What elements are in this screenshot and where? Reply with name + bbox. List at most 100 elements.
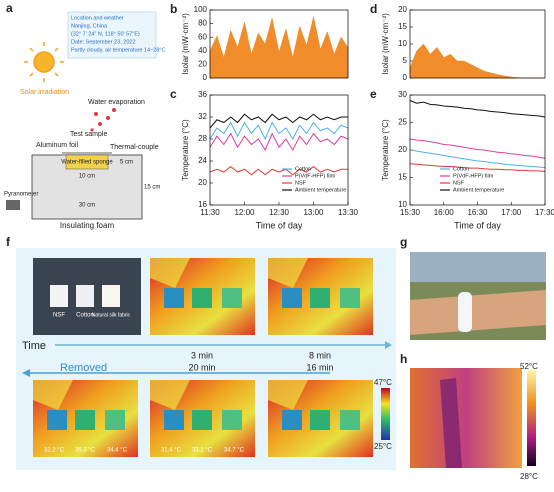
fabric-label: Cotton	[76, 313, 94, 319]
depth: 5 cm	[120, 160, 133, 166]
y-tick-label: 100	[194, 5, 208, 14]
info-text: Date: September 23, 2022	[71, 39, 136, 45]
test-sample-label: Test sample	[70, 131, 107, 138]
legend-label: P(VdF-HFP) film	[453, 173, 494, 179]
fabric	[50, 285, 68, 307]
x-tick-label: 17:00	[501, 208, 522, 217]
info-box	[67, 11, 157, 59]
panel-a: a Location and weather Nanjing, China (3…	[4, 1, 166, 230]
line	[209, 132, 349, 152]
y-tick-label: 20	[398, 145, 407, 154]
outer-width: 30 cm	[79, 203, 95, 209]
legend-label: P(VdF-HFP) film	[295, 173, 336, 179]
y-tick-label: 36	[198, 90, 207, 99]
y-tick-label: 0	[403, 73, 408, 82]
y-tick-label: 80	[198, 19, 207, 28]
line	[409, 100, 546, 118]
legend-label: Ambient temperature	[295, 187, 346, 193]
temp-label: 31.4 °C	[161, 448, 182, 454]
fabric-band	[458, 292, 472, 332]
thermocouple-label: Thermal-couple	[110, 144, 159, 151]
x-tick-label: 17:30	[535, 208, 554, 217]
y-tick-label: 10	[398, 39, 407, 48]
y-tick-label: 32	[198, 112, 207, 121]
panel-label: a	[6, 1, 13, 15]
time-label: Time	[22, 340, 46, 352]
x-axis-label: Time of day	[256, 220, 303, 230]
line	[409, 138, 546, 159]
y-axis-label: Temperature (°C)	[181, 119, 190, 181]
water-molecules	[90, 108, 116, 132]
thermal-image	[268, 258, 373, 335]
sponge-label: Water-filled sponge	[61, 160, 113, 166]
panel-label: b	[170, 2, 177, 16]
x-tick-label: 11:30	[200, 208, 220, 217]
y-tick-label: 16	[198, 200, 207, 209]
panel-label: h	[400, 352, 407, 366]
panel-label: d	[370, 2, 377, 16]
x-tick-label: 15:30	[400, 208, 421, 217]
y-tick-label: 15	[398, 173, 407, 182]
plot-frame	[409, 9, 546, 79]
y-tick-label: 20	[398, 5, 407, 14]
temp-label: 33.1 °C	[192, 448, 213, 454]
line	[209, 121, 349, 141]
legend-label: NSF	[453, 180, 465, 186]
y-tick-label: 28	[198, 134, 207, 143]
y-tick-label: 15	[398, 22, 407, 31]
x-tick-label: 13:30	[338, 208, 359, 217]
y-axis-label: Isolar (mW·cm⁻²)	[181, 13, 190, 75]
color-scale	[381, 388, 390, 440]
y-tick-label: 5	[403, 56, 408, 65]
y-axis-label: Isolar (mW·cm⁻²)	[381, 13, 390, 75]
x-tick-label: 16:30	[467, 208, 488, 217]
legend-label: Ambient temperature	[453, 187, 504, 193]
plot-frame	[409, 94, 546, 206]
legend-label: Cotton	[453, 166, 469, 172]
panel-f: f NSF Cotton Natural silk fabric Time 3 …	[6, 235, 396, 470]
temp-label: 36.3 °C	[75, 448, 96, 454]
y-tick-label: 40	[198, 46, 207, 55]
sun-icon	[24, 42, 64, 82]
legend-label: Cotton	[295, 166, 311, 172]
panel-h: h 52°C 28°C	[400, 352, 538, 481]
foil-label: Aluminum foil	[36, 142, 78, 149]
thermal-image	[33, 380, 138, 457]
area	[409, 43, 545, 79]
inner-width: 10 cm	[79, 174, 95, 180]
x-tick-label: 16:00	[434, 208, 455, 217]
thermal-image	[150, 380, 255, 457]
y-tick-label: 20	[198, 60, 207, 69]
x-tick-label: 12:30	[269, 208, 290, 217]
band-region	[440, 378, 462, 468]
pyranometer-label: Pyranometer	[4, 192, 38, 198]
legend-label: NSF	[295, 180, 307, 186]
panel-label: g	[400, 235, 407, 249]
panel-label: e	[370, 87, 377, 101]
y-tick-label: 25	[398, 118, 407, 127]
foil	[62, 152, 112, 156]
y-tick-label: 60	[198, 32, 207, 41]
y-tick-label: 0	[203, 73, 208, 82]
evaporation-label: Water evaporation	[88, 99, 145, 106]
info-text: Nanjing, China	[71, 23, 108, 29]
pyranometer-icon	[6, 200, 20, 210]
info-text: Partly cloudy, air temperature 14~28°C	[71, 47, 166, 53]
thermal-image	[410, 368, 522, 468]
scale-min: 25°C	[374, 442, 392, 451]
sponge	[65, 154, 109, 170]
x-tick-label: 12:00	[234, 208, 255, 217]
plot-frame	[209, 9, 349, 79]
photo-background	[410, 252, 546, 282]
y-tick-label: 30	[398, 90, 407, 99]
time-bottom: 16 min	[306, 362, 333, 372]
y-axis-label: Temperature (°C)	[381, 119, 390, 181]
area	[209, 16, 349, 79]
line	[209, 165, 348, 176]
temp-label: 34.4 °C	[107, 448, 128, 454]
info-text: (32° 7' 24" N, 118° 50' 57"E)	[71, 31, 140, 37]
scale-max: 47°C	[374, 378, 392, 387]
temp-label: 32.2 °C	[44, 448, 65, 454]
height: 15 cm	[144, 185, 160, 191]
arm	[410, 290, 546, 335]
